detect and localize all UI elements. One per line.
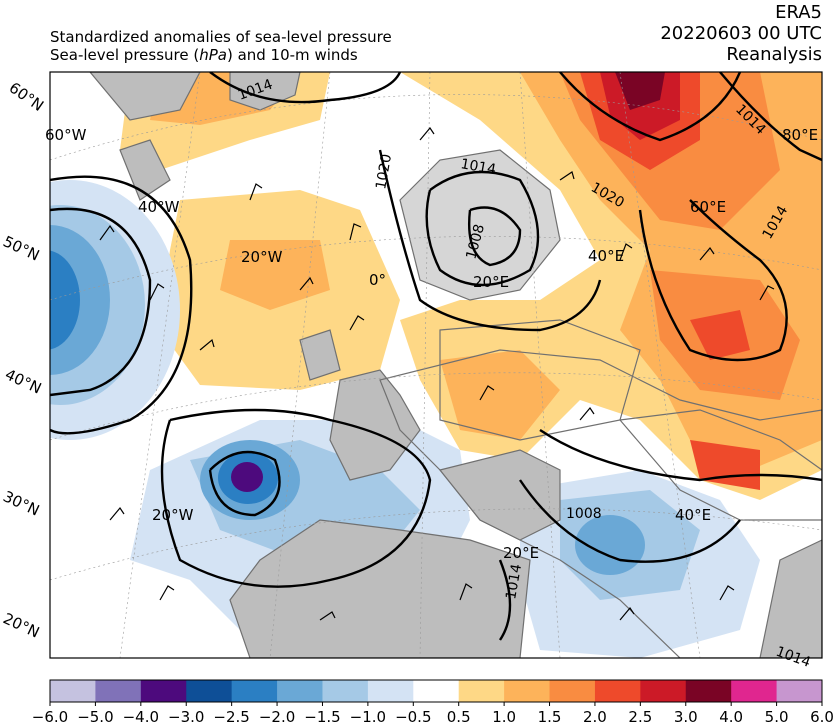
colorbar-tick-label: −1.0 <box>350 708 386 724</box>
lon-label-60e: 60°E <box>690 198 726 216</box>
colorbar-tick-label: 1.5 <box>538 708 562 724</box>
lon-label-40w: 40°W <box>138 198 180 216</box>
colorbar-swatch <box>50 680 96 702</box>
isobar-label-1014-a: 1014 <box>459 156 497 178</box>
map-frame <box>49 71 823 659</box>
colorbar-tick-label: 6.0 <box>810 708 834 724</box>
colorbar-tick-label: −3.0 <box>168 708 204 724</box>
colorbar-ticks: −6.0 −5.0 −4.0 −3.0 −2.5 −2.0 −1.5 −1.0 −0.5 0.5 1… <box>32 702 834 724</box>
colorbar-tick-label: 2.5 <box>628 708 652 724</box>
colorbar-tick-label: 2.0 <box>583 708 607 724</box>
colorbar-swatch <box>640 680 687 702</box>
lon-label-20w: 20°W <box>241 248 283 266</box>
colorbar-swatch <box>594 680 641 702</box>
lon-label-80e: 80°E <box>782 126 818 144</box>
colorbar-swatch <box>504 680 551 702</box>
colorbar-tick-label: −6.0 <box>32 708 68 724</box>
isobar-label-1020-a: 1020 <box>373 153 395 191</box>
lon-label-40e-south: 40°E <box>675 506 711 524</box>
colorbar-swatch <box>549 680 596 702</box>
map-title: Standardized anomalies of sea-level pres… <box>50 28 392 64</box>
lon-label-20e-south: 20°E <box>503 544 539 562</box>
colorbar-tick-label: −1.5 <box>304 708 340 724</box>
product-label: Reanalysis <box>726 44 822 65</box>
datetime-label: 20220603 00 UTC <box>660 23 822 44</box>
colorbar-swatch <box>685 680 732 702</box>
colorbar-tick-label: 0.5 <box>447 708 471 724</box>
positive-anomaly-fields <box>120 72 822 500</box>
lon-label-20w-south: 20°W <box>152 506 194 524</box>
colorbar-swatch <box>458 680 505 702</box>
colorbar-swatch <box>413 680 460 702</box>
colorbar-tick-label: −0.5 <box>395 708 431 724</box>
colorbar-tick-label: 3.0 <box>674 708 698 724</box>
colorbar-swatches <box>50 680 823 702</box>
colorbar-tick-label: −4.0 <box>123 708 159 724</box>
title-line-1: Standardized anomalies of sea-level pres… <box>50 28 392 46</box>
colorbar-swatch <box>322 680 369 702</box>
colorbar-swatch <box>731 680 778 702</box>
colorbar-tick-label: 4.0 <box>719 708 743 724</box>
run-info: ERA5 20220603 00 UTC Reanalysis <box>660 2 822 65</box>
title-line-2: Sea-level pressure (hPa) and 10-m winds <box>50 46 358 64</box>
lat-label-40n: 40°N <box>2 365 44 397</box>
colorbar-tick-label: −2.0 <box>259 708 295 724</box>
colorbar-swatch <box>776 680 823 702</box>
isobar-label-1008-b: 1008 <box>566 506 602 522</box>
isobar-label-1014-d: 1014 <box>503 563 525 601</box>
isobars <box>50 72 822 641</box>
colorbar-swatch <box>231 680 278 702</box>
lat-label-60n: 60°N <box>6 79 47 115</box>
colorbar-tick-label: −2.5 <box>213 708 249 724</box>
colorbar-swatch <box>95 680 142 702</box>
colorbar-tick-label: 5.0 <box>765 708 789 724</box>
lat-label-50n: 50°N <box>0 232 42 264</box>
lat-label-30n: 30°N <box>0 487 42 519</box>
colorbar-swatch <box>186 680 233 702</box>
land-masses <box>89 72 822 658</box>
source-label: ERA5 <box>775 2 822 23</box>
colorbar-swatch <box>367 680 414 702</box>
anomaly-map: 60°N 50°N 40°N 30°N 20°N 60°W 40°W 20°W … <box>0 71 823 670</box>
lat-label-20n: 20°N <box>0 609 42 641</box>
wind-barbs <box>99 126 775 621</box>
colorbar-tick-label: 1.0 <box>492 708 516 724</box>
colorbar-swatch <box>277 680 323 702</box>
colorbar-tick-label: −5.0 <box>77 708 113 724</box>
lon-label-60w: 60°W <box>45 126 87 144</box>
colorbar: −6.0 −5.0 −4.0 −3.0 −2.5 −2.0 −1.5 −1.0 −0.5 0.5 1… <box>32 679 834 724</box>
colorbar-frame <box>49 679 823 703</box>
lon-label-0: 0° <box>369 271 386 289</box>
lon-label-20e: 20°E <box>473 273 509 291</box>
colorbar-swatch <box>140 680 187 702</box>
lon-label-40e: 40°E <box>588 247 624 265</box>
